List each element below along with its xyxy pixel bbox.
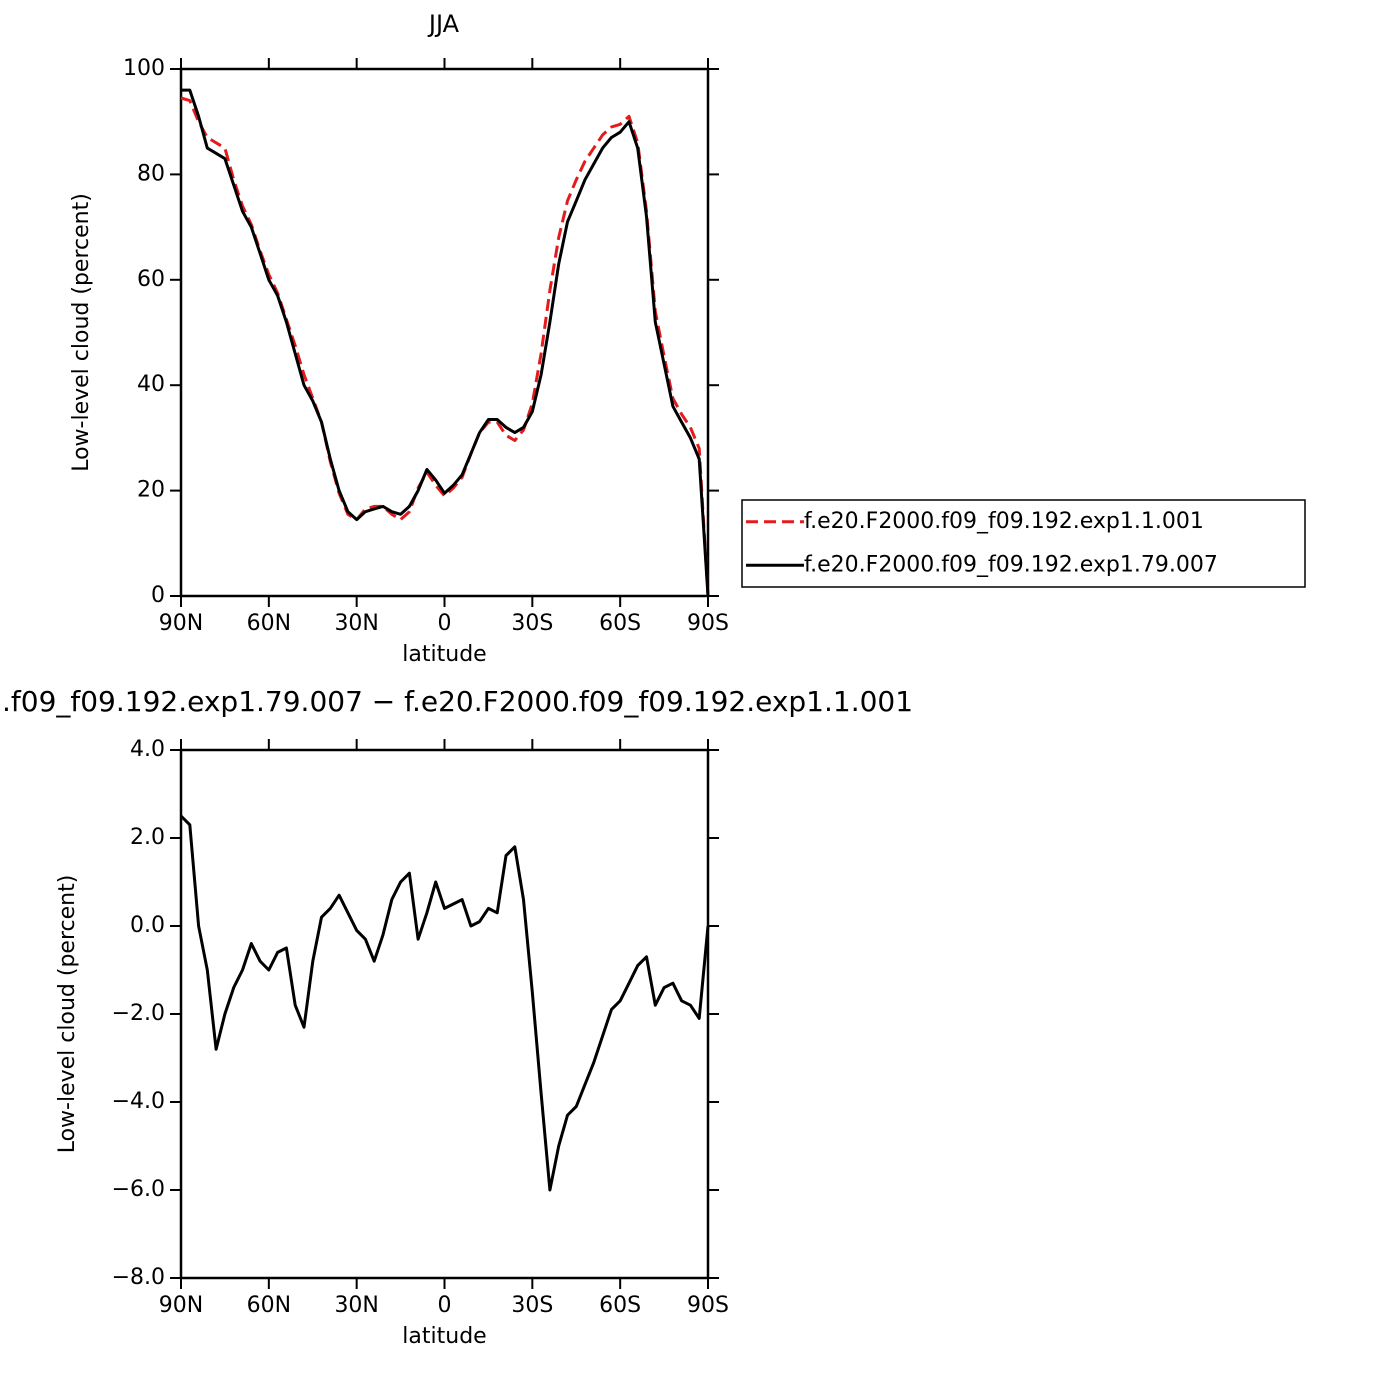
- x-tick-label: 60N: [247, 611, 291, 636]
- x-tick-label: 90S: [687, 1293, 729, 1318]
- y-tick-label: −6.0: [112, 1177, 165, 1202]
- difference-line: [179, 814, 710, 1192]
- legend-box: [741, 499, 1306, 588]
- x-tick-label: 90S: [687, 611, 729, 636]
- chart-title: JJA: [427, 10, 460, 38]
- y-tick-label: 40: [137, 372, 165, 397]
- y-tick-label: 80: [137, 161, 165, 186]
- y-axis-label: Low-level cloud (percent): [55, 875, 80, 1154]
- x-tick-label: 90N: [159, 1293, 203, 1318]
- y-tick-label: 2.0: [130, 825, 165, 850]
- series-line: [180, 96, 710, 597]
- y-tick-label: 100: [123, 56, 165, 81]
- x-tick-label: 0: [438, 1293, 452, 1318]
- x-axis-label: latitude: [402, 1324, 486, 1349]
- x-tick-label: 90N: [159, 611, 203, 636]
- chart-title: .f09_f09.192.exp1.79.007 − f.e20.F2000.f…: [2, 685, 913, 718]
- y-tick-label: 4.0: [130, 737, 165, 762]
- y-tick-label: −8.0: [112, 1265, 165, 1290]
- x-tick-label: 60N: [247, 1293, 291, 1318]
- x-axis-label: latitude: [402, 642, 486, 667]
- legend-label: f.e20.F2000.f09_f09.192.exp1.1.001: [804, 509, 1204, 534]
- plot-frame: [179, 67, 710, 598]
- y-tick-label: 20: [137, 478, 165, 503]
- plot-frame: [179, 748, 710, 1280]
- x-tick-label: 60S: [599, 1293, 641, 1318]
- y-tick-label: −4.0: [112, 1089, 165, 1114]
- x-tick-label: 30S: [511, 1293, 553, 1318]
- series-line: [181, 88, 710, 597]
- y-tick-label: −2.0: [112, 1001, 165, 1026]
- legend-label: f.e20.F2000.f09_f09.192.exp1.79.007: [804, 552, 1218, 577]
- y-axis-label: Low-level cloud (percent): [69, 193, 94, 472]
- y-tick-label: 0.0: [130, 913, 165, 938]
- y-tick-label: 60: [137, 267, 165, 292]
- y-tick-label: 0: [151, 583, 165, 608]
- x-tick-label: 30N: [334, 611, 378, 636]
- x-tick-label: 60S: [599, 611, 641, 636]
- x-tick-label: 0: [438, 611, 452, 636]
- x-tick-label: 30N: [334, 1293, 378, 1318]
- x-tick-label: 30S: [511, 611, 553, 636]
